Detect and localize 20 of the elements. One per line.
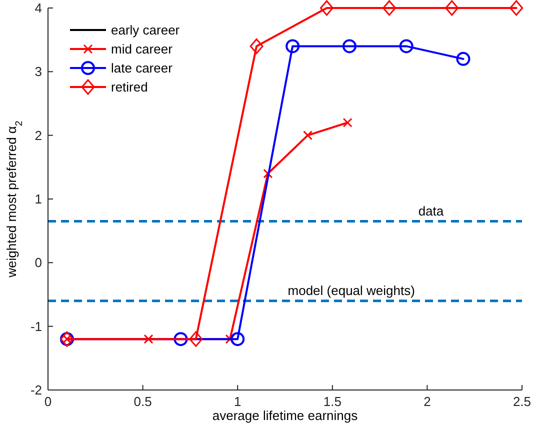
y-tick-label: 1 xyxy=(34,192,42,206)
y-tick-label: -2 xyxy=(30,382,42,398)
ref-line-label: data xyxy=(418,203,444,218)
y-tick-label: 0 xyxy=(34,255,42,270)
y-tick-label: 4 xyxy=(34,0,42,16)
legend-label: early career xyxy=(111,22,180,38)
y-tick-label: -1 xyxy=(30,318,42,334)
x-tick-label: 1.5 xyxy=(323,394,342,409)
x-tick-label: 2.5 xyxy=(512,394,532,409)
x-axis-title: average lifetime earnings xyxy=(212,408,358,423)
x-tick-label: 0 xyxy=(44,394,52,409)
x-tick-label: 1 xyxy=(234,394,242,409)
y-tick-label: 2 xyxy=(34,128,42,143)
legend-label: mid career xyxy=(111,42,174,56)
ref-line-label: model (equal weights) xyxy=(288,282,415,298)
legend-label: retired xyxy=(111,80,148,94)
x-tick-label: 0.5 xyxy=(134,394,152,409)
x-tick-label: 2 xyxy=(424,394,431,409)
y-tick-label: 3 xyxy=(34,64,42,80)
legend-label: late career xyxy=(111,60,174,76)
